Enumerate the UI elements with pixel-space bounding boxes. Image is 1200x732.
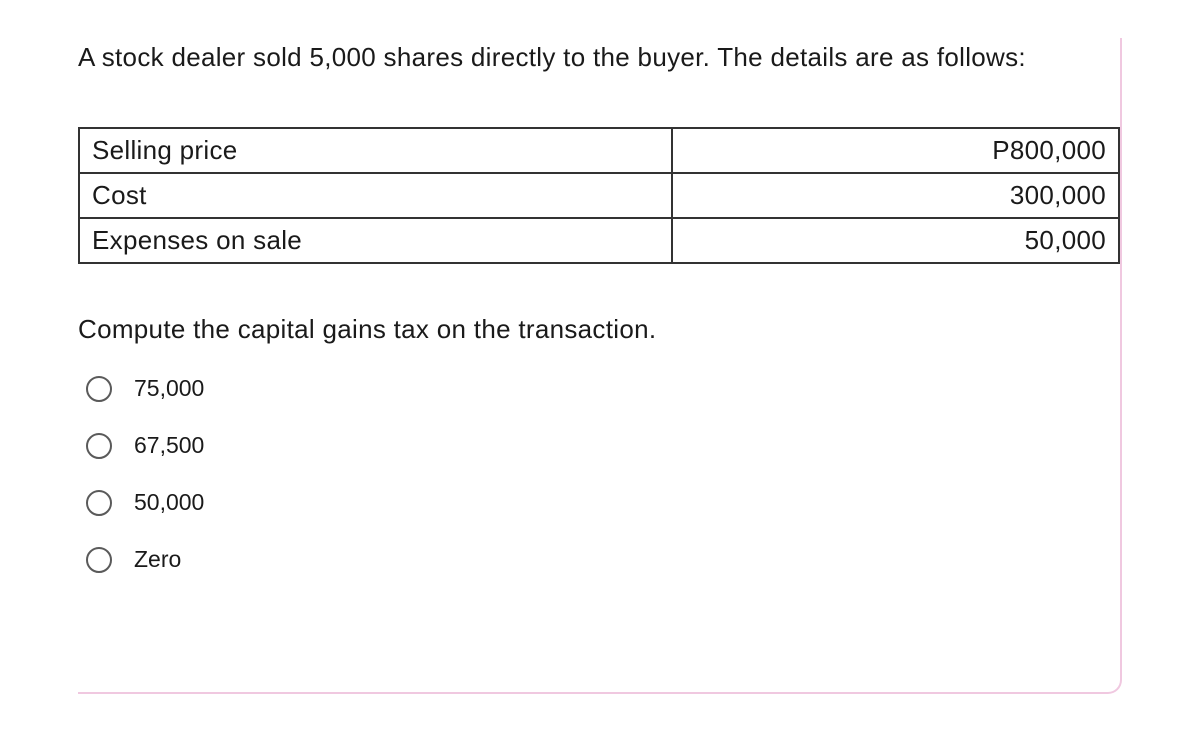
details-table: Selling price P800,000 Cost 300,000 Expe… [78,127,1120,264]
table-row: Cost 300,000 [79,173,1119,218]
question-intro: A stock dealer sold 5,000 shares directl… [78,38,1120,77]
table-value: P800,000 [672,128,1119,173]
compute-instruction: Compute the capital gains tax on the tra… [78,314,1120,345]
table-row: Selling price P800,000 [79,128,1119,173]
option-item[interactable]: 67,500 [86,432,1120,459]
table-value: 300,000 [672,173,1119,218]
option-label: Zero [134,546,181,573]
table-label: Selling price [79,128,672,173]
radio-icon [86,433,112,459]
option-label: 50,000 [134,489,204,516]
option-item[interactable]: 75,000 [86,375,1120,402]
table-value: 50,000 [672,218,1119,263]
radio-icon [86,376,112,402]
options-list: 75,000 67,500 50,000 Zero [78,375,1120,573]
option-item[interactable]: Zero [86,546,1120,573]
table-row: Expenses on sale 50,000 [79,218,1119,263]
radio-icon [86,547,112,573]
table-label: Cost [79,173,672,218]
option-item[interactable]: 50,000 [86,489,1120,516]
radio-icon [86,490,112,516]
table-label: Expenses on sale [79,218,672,263]
question-container: A stock dealer sold 5,000 shares directl… [78,38,1122,694]
option-label: 67,500 [134,432,204,459]
option-label: 75,000 [134,375,204,402]
